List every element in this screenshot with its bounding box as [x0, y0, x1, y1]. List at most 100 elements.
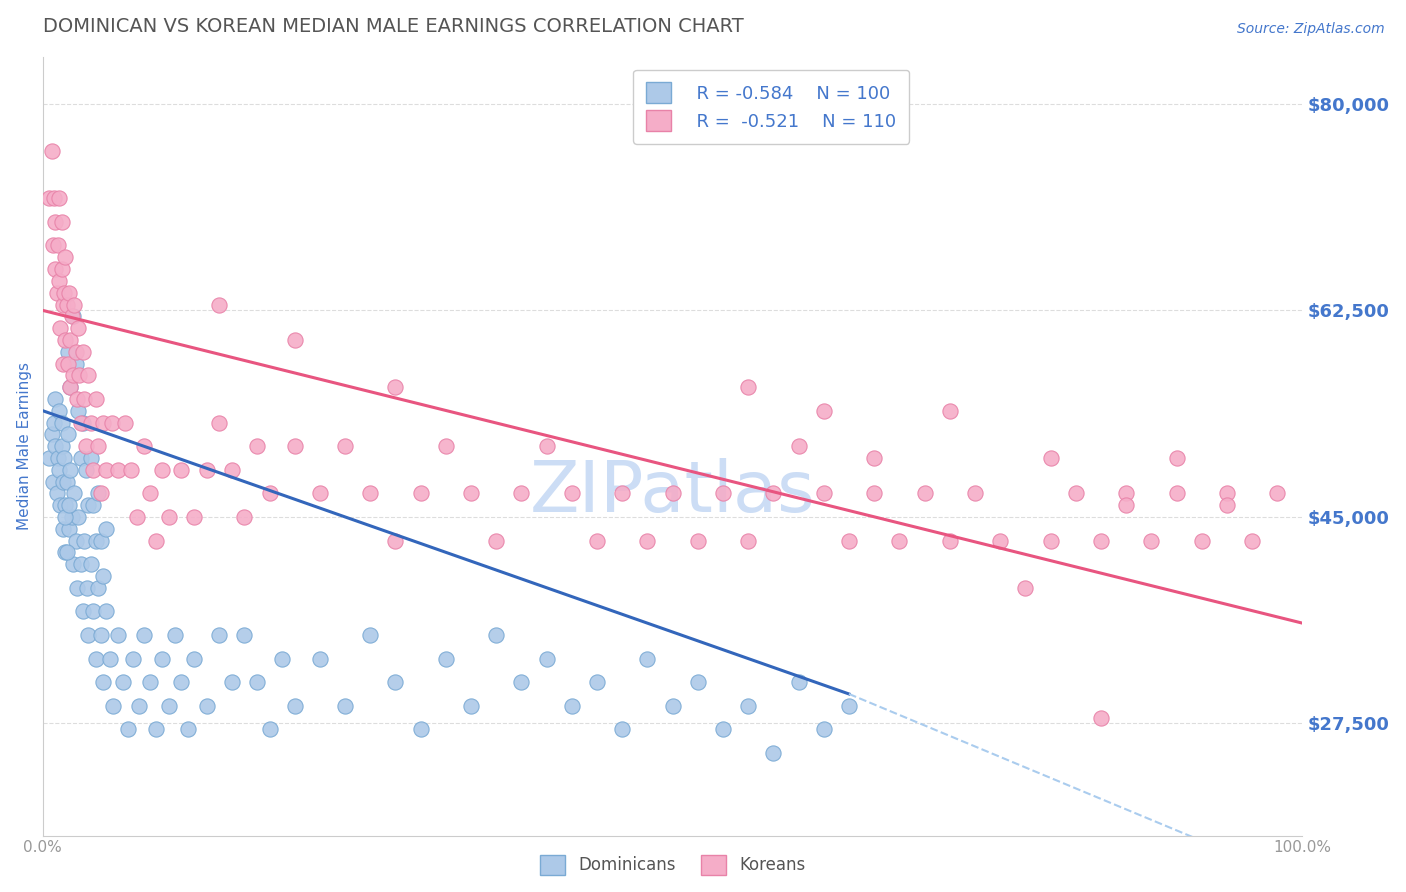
Point [787, 675, 810, 690]
Point [84, 533, 107, 548]
Point [51, 215, 73, 229]
Point [711, 723, 734, 737]
Point [612, 723, 634, 737]
Point [48, 403, 70, 417]
Point [208, 628, 231, 642]
Point [359, 486, 381, 500]
Point [59, 380, 82, 394]
Point [55, 297, 77, 311]
Point [510, 675, 533, 690]
Point [55, 498, 77, 512]
Point [65, 357, 87, 371]
Point [77, 498, 100, 512]
Point [62, 557, 84, 571]
Point [1064, 486, 1087, 500]
Point [44, 215, 66, 229]
Point [1216, 486, 1239, 500]
Point [1216, 498, 1239, 512]
Point [55, 250, 77, 264]
Point [42, 416, 65, 430]
Point [65, 533, 87, 548]
Point [42, 238, 65, 252]
Point [103, 698, 125, 713]
Point [53, 450, 76, 465]
Point [48, 191, 70, 205]
Point [45, 486, 67, 500]
Point [271, 651, 294, 665]
Point [152, 651, 174, 665]
Point [284, 439, 307, 453]
Point [737, 380, 759, 394]
Point [107, 463, 129, 477]
Point [82, 498, 104, 512]
Point [1241, 533, 1264, 548]
Point [90, 486, 112, 500]
Point [686, 675, 709, 690]
Point [38, 191, 60, 205]
Point [485, 628, 508, 642]
Point [157, 698, 180, 713]
Point [586, 533, 609, 548]
Point [73, 533, 96, 548]
Point [73, 392, 96, 406]
Point [233, 510, 256, 524]
Point [813, 723, 835, 737]
Point [117, 723, 139, 737]
Point [163, 628, 186, 642]
Point [561, 486, 583, 500]
Point [42, 191, 65, 205]
Point [72, 344, 94, 359]
Point [711, 486, 734, 500]
Point [55, 510, 77, 524]
Point [208, 416, 231, 430]
Point [132, 439, 155, 453]
Point [79, 557, 101, 571]
Point [67, 510, 90, 524]
Point [176, 723, 198, 737]
Point [82, 463, 104, 477]
Point [107, 628, 129, 642]
Point [65, 344, 87, 359]
Point [84, 392, 107, 406]
Point [94, 522, 117, 536]
Point [152, 463, 174, 477]
Point [1014, 581, 1036, 595]
Point [485, 533, 508, 548]
Point [49, 498, 72, 512]
Point [128, 698, 150, 713]
Point [1090, 710, 1112, 724]
Point [63, 486, 86, 500]
Point [42, 475, 65, 489]
Point [686, 533, 709, 548]
Point [53, 285, 76, 300]
Point [44, 262, 66, 277]
Point [79, 450, 101, 465]
Point [813, 403, 835, 417]
Point [72, 416, 94, 430]
Point [914, 486, 936, 500]
Point [384, 533, 406, 548]
Point [75, 439, 97, 453]
Text: ZIPatlas: ZIPatlas [530, 458, 815, 527]
Point [139, 486, 162, 500]
Point [333, 698, 356, 713]
Point [460, 486, 482, 500]
Point [863, 486, 886, 500]
Point [284, 698, 307, 713]
Point [309, 651, 332, 665]
Point [41, 427, 63, 442]
Point [1265, 486, 1288, 500]
Point [536, 439, 558, 453]
Point [1039, 450, 1062, 465]
Point [48, 274, 70, 288]
Point [62, 368, 84, 383]
Point [67, 368, 90, 383]
Point [59, 380, 82, 394]
Point [91, 569, 114, 583]
Point [62, 310, 84, 324]
Point [661, 698, 683, 713]
Point [208, 297, 231, 311]
Point [59, 463, 82, 477]
Point [55, 545, 77, 559]
Point [82, 604, 104, 618]
